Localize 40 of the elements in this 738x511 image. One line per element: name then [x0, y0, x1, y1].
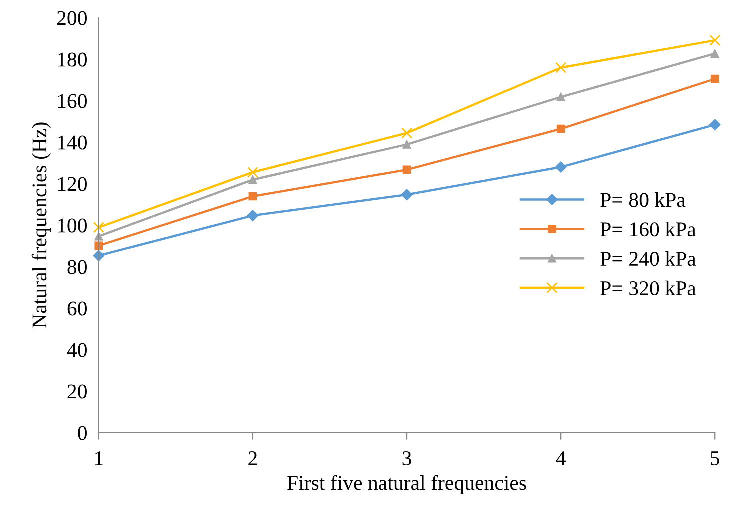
x-axis-title: First five natural frequencies [288, 475, 526, 494]
point [401, 189, 413, 200]
legend-label: P= 80 kPa [600, 192, 686, 208]
point [248, 176, 258, 184]
point [247, 210, 259, 222]
point [247, 166, 259, 178]
point [556, 92, 566, 102]
x-tick-label: 4 [556, 452, 566, 466]
point [402, 166, 412, 174]
point [710, 74, 720, 84]
x-tick-label: 3 [402, 452, 412, 466]
x-tick-label: 5 [711, 452, 720, 466]
legend-label: P= 240 kPa [600, 251, 696, 266]
y-axis-title: Natural frequencies (Hz) [32, 122, 51, 328]
point [555, 162, 567, 173]
point [93, 222, 104, 234]
x-tick-label: 1 [96, 452, 103, 466]
y-tick-label: 60 [68, 302, 87, 316]
y-tick-label: 80 [68, 260, 87, 274]
point [556, 124, 566, 134]
point [710, 50, 720, 58]
y-tick-label: 140 [58, 136, 87, 150]
legend-label: P= 160 kPa [600, 222, 696, 237]
y-tick-label: 200 [57, 11, 87, 26]
y-tick-label: 100 [58, 218, 87, 233]
legend-label: P= 320 kPa [600, 280, 696, 296]
point [401, 128, 413, 139]
y-tick-label: 120 [58, 177, 87, 192]
point [710, 34, 721, 46]
y-tick-label: 0 [78, 426, 87, 440]
y-tick-label: 20 [68, 384, 87, 399]
x-tick-label: 2 [248, 452, 258, 466]
point [94, 242, 104, 250]
point [710, 119, 721, 131]
point [248, 192, 258, 201]
y-tick-label: 180 [58, 52, 87, 67]
y-tick-label: 40 [67, 343, 87, 358]
point [402, 140, 412, 149]
point [556, 62, 567, 74]
y-tick-label: 160 [58, 94, 87, 108]
